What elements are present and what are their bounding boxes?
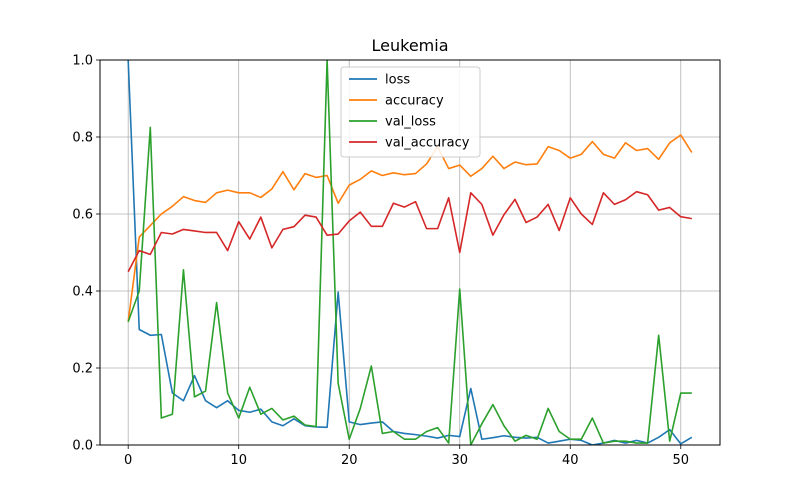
series-line-val-accuracy	[127, 190, 692, 273]
y-tick-label: 0.0	[72, 439, 93, 454]
legend: loss accuracy val_loss val_accuracy	[340, 66, 481, 158]
x-tick-label: 30	[451, 453, 468, 468]
y-tick-label: 0.2	[72, 362, 93, 377]
y-tick-label: 0.8	[72, 131, 93, 146]
series-line-accuracy	[127, 134, 693, 322]
legend-label: val_loss	[385, 115, 436, 130]
legend-label: loss	[385, 73, 410, 88]
chart-title: Leukemia	[372, 36, 449, 55]
y-tick-label: 0.4	[72, 285, 93, 300]
series-line-val-loss	[127, 60, 692, 445]
y-tick-label: 1.0	[72, 54, 93, 69]
legend-label: val_accuracy	[385, 136, 470, 151]
x-tick-label: 40	[562, 453, 579, 468]
y-axis: 0.0 0.2 0.4 0.6 0.8 1.0	[72, 54, 100, 454]
legend-label: accuracy	[385, 94, 444, 109]
plot-frame	[99, 59, 721, 446]
x-tick-label: 20	[341, 453, 358, 468]
x-axis: 0 10 20 30 40 50	[124, 445, 689, 468]
x-tick-label: 50	[672, 453, 689, 468]
x-tick-label: 0	[124, 453, 132, 468]
series-line-loss	[127, 60, 693, 445]
series-lines	[127, 60, 693, 445]
y-tick-label: 0.6	[72, 208, 93, 223]
x-tick-label: 10	[230, 453, 247, 468]
legend-box	[340, 66, 481, 158]
